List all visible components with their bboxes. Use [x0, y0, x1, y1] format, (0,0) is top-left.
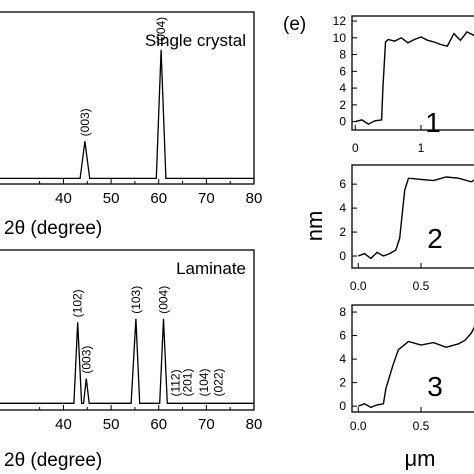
x-axis-label: 2θ (degree)	[4, 450, 102, 471]
x-tick-label: 80	[246, 416, 263, 433]
peak-label: (112)	[168, 369, 182, 396]
x-tick-label: 0.5	[413, 419, 430, 433]
x-tick-label: 70	[198, 190, 215, 207]
peak-label: (003)	[79, 346, 93, 374]
x-tick-label: 1	[418, 141, 425, 155]
x-tick-label: 40	[55, 416, 72, 433]
afm-trace-3	[358, 326, 474, 409]
y-tick-label: 2	[339, 376, 346, 390]
y-tick-label: 12	[333, 14, 347, 28]
xrd-frame-0	[0, 11, 255, 185]
x-tick-label: 80	[246, 190, 263, 207]
y-tick-label: 6	[339, 329, 346, 343]
afm-trace-1	[355, 31, 474, 125]
y-tick-label: 4	[339, 81, 346, 95]
xrd-frame-1	[0, 249, 255, 411]
xrd-trace-0	[0, 49, 254, 180]
y-tick-label: 0	[339, 399, 346, 413]
y-tick-label: 0	[339, 115, 346, 129]
profile-number: 2	[427, 223, 443, 254]
peak-label: (003)	[78, 108, 92, 136]
y-tick-label: 8	[339, 305, 346, 319]
x-tick-label: 0.5	[413, 279, 430, 293]
peak-label: (004)	[156, 286, 170, 314]
x-tick-label: 0	[352, 141, 359, 155]
x-tick-label: 0.0	[350, 419, 367, 433]
x-tick-label: 60	[150, 416, 167, 433]
peak-label: (201)	[180, 369, 194, 397]
xrd-trace-1	[0, 318, 254, 404]
peak-label: (102)	[71, 289, 85, 317]
peak-label: (022)	[211, 369, 225, 397]
y-tick-label: 2	[339, 98, 346, 112]
x-tick-label: 0.0	[350, 279, 367, 293]
y-tick-label: 8	[339, 48, 346, 62]
y-axis-label: nm	[302, 211, 327, 242]
peak-label: (004)	[154, 17, 168, 45]
afm-frame-1	[351, 15, 474, 131]
y-tick-label: 10	[333, 31, 347, 45]
x-tick-label: 50	[103, 416, 120, 433]
profile-number: 1	[425, 107, 441, 138]
afm-frame-2	[351, 164, 474, 269]
panel-annotation: Laminate	[176, 259, 246, 278]
y-tick-label: 2	[339, 225, 346, 239]
peak-label: (104)	[197, 369, 211, 397]
y-tick-label: 4	[339, 352, 346, 366]
y-tick-label: 4	[339, 201, 346, 215]
peak-label: (103)	[129, 286, 143, 314]
afm-frame-3	[351, 304, 474, 413]
y-tick-label: 6	[339, 177, 346, 191]
x-axis-label: 2θ (degree)	[4, 218, 102, 239]
x-tick-label: 60	[150, 190, 167, 207]
y-tick-label: 6	[339, 64, 346, 78]
x-tick-label: 50	[103, 190, 120, 207]
x-tick-label: 70	[198, 416, 215, 433]
y-tick-label: 0	[339, 249, 346, 263]
afm-trace-2	[358, 176, 474, 260]
x-tick-label: 40	[55, 190, 72, 207]
panel-annotation: Single crystal	[145, 31, 246, 50]
profile-number: 3	[427, 371, 443, 402]
panel-label: (e)	[283, 14, 306, 35]
x-axis-label: μm	[404, 446, 435, 471]
